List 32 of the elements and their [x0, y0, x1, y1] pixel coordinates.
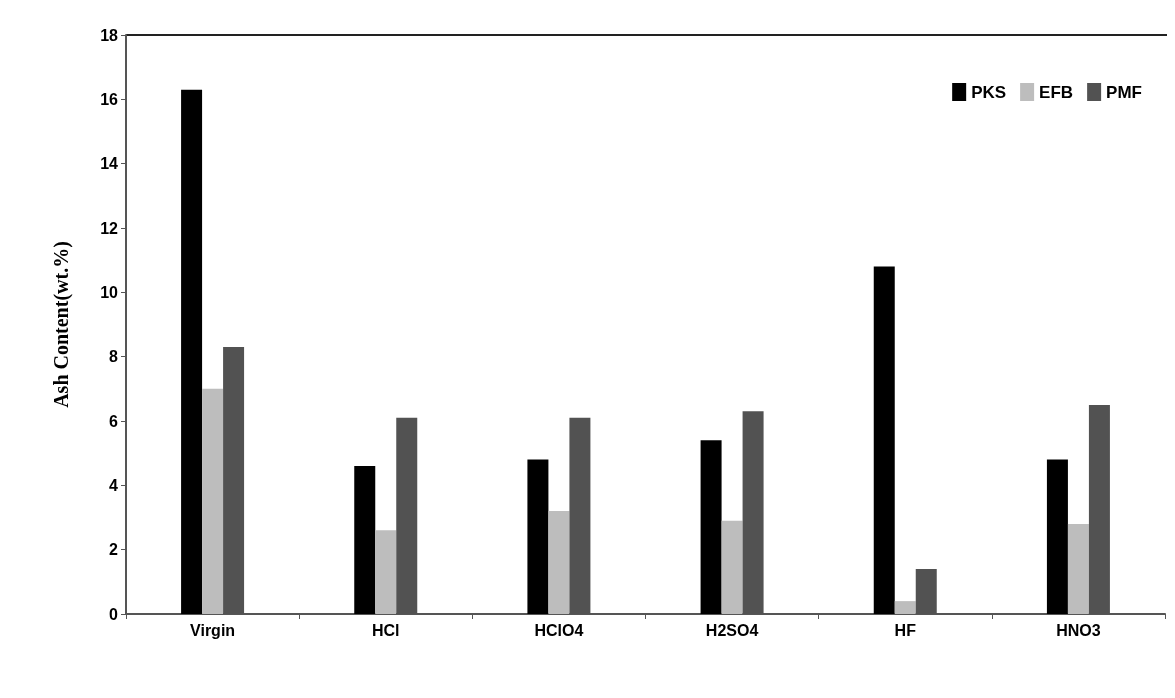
bar — [527, 459, 549, 614]
legend-label: PKS — [971, 82, 1007, 102]
bar — [181, 89, 203, 614]
x-tick-label: HClO4 — [534, 621, 584, 639]
y-tick-label: 12 — [100, 219, 119, 237]
y-tick-label: 16 — [100, 90, 119, 108]
y-tick-label: 4 — [109, 476, 119, 494]
y-tick-label: 10 — [100, 283, 119, 301]
bar — [548, 511, 570, 614]
x-tick-label: Virgin — [190, 621, 236, 639]
bar — [202, 388, 224, 614]
y-tick-label: 0 — [109, 605, 119, 623]
bar — [700, 440, 722, 614]
y-tick-label: 6 — [109, 412, 119, 430]
y-axis-title: Ash Content(wt.%) — [50, 241, 73, 408]
legend-label: PMF — [1106, 82, 1143, 102]
y-tick-label: 18 — [100, 26, 119, 44]
bar — [354, 466, 376, 614]
x-tick-label: HCl — [371, 621, 400, 639]
bar — [894, 601, 916, 614]
y-tick-label: 14 — [100, 155, 119, 173]
bar — [375, 530, 397, 614]
x-tick-label: HNO3 — [1056, 621, 1101, 639]
x-tick-label: HF — [894, 621, 917, 639]
bar — [721, 520, 743, 614]
bar — [1046, 459, 1068, 614]
legend-label: EFB — [1039, 82, 1074, 102]
x-tick-label: H2SO4 — [705, 621, 759, 639]
y-tick-label: 8 — [109, 348, 119, 366]
bar — [873, 266, 895, 614]
y-tick-label: 2 — [109, 541, 119, 559]
bar — [1067, 523, 1089, 614]
